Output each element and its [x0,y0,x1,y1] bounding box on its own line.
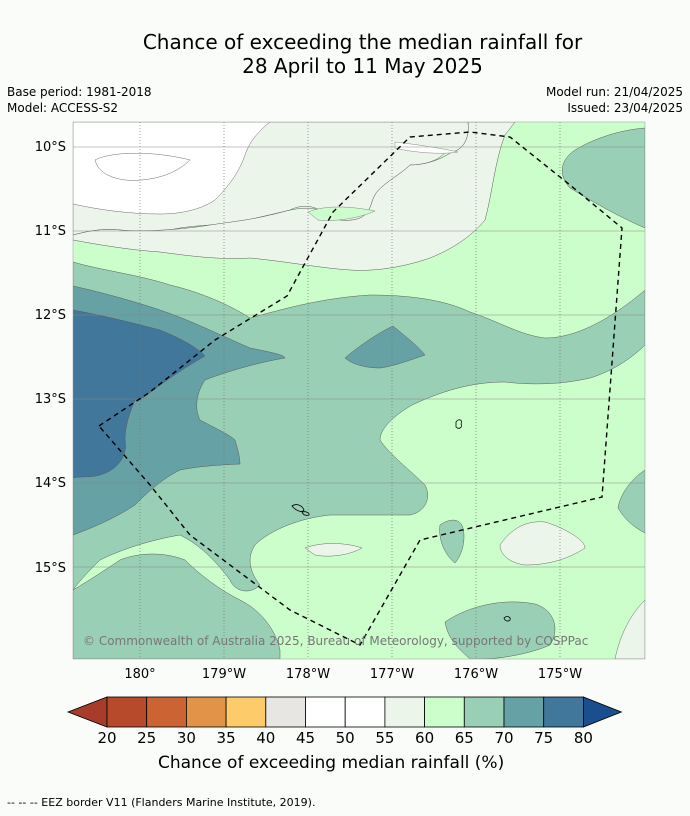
colorbar-bin [424,696,465,728]
colorbar-bin [106,696,148,728]
map-frame [72,121,646,660]
lon-label: 176°W [454,667,498,682]
zone-75-80 [73,309,206,479]
meridians [139,122,561,659]
lon-labels: 180° 179°W 178°W 177°W 176°W 175°W [124,667,582,682]
colorbar-tick-label: 20 [97,729,116,747]
zone-55-60-strip [394,141,459,154]
zone-65-70-lower [73,553,281,659]
colorbar-bin [463,696,505,728]
lon-label: 179°W [202,667,246,682]
colorbar-tick-label: 60 [415,729,434,747]
meta-right: Model run: 21/04/2025 Issued: 23/04/2025 [546,84,683,116]
model-name: Model: ACCESS-S2 [7,101,119,115]
islands [291,419,511,622]
colorbar-tick-label: 75 [534,729,553,747]
zone-65-70-patch-c [444,601,556,659]
colorbar-tick-label: 30 [177,729,196,747]
meta-left: Base period: 1981-2018 Model: ACCESS-S2 [7,84,152,116]
colorbar-bin [146,696,187,728]
lat-label: 10°S [35,140,66,155]
model-run: Model run: 21/04/2025 [545,85,683,99]
colorbar-tick-label: 80 [574,729,593,747]
copyright-text: © Commonwealth of Australia 2025, Bureau… [83,634,588,648]
colorbar [66,696,623,728]
colorbar-tick-label: 65 [455,729,474,747]
zone-55-60-patch-a [304,543,363,557]
colorbar-extend-high [583,696,623,728]
lat-label: 13°S [35,392,66,407]
colorbar-bin [265,696,306,728]
colorbar-tick-label: 25 [137,729,156,747]
title-line-2: 28 April to 11 May 2025 [242,54,483,78]
colorbar-tick-label: 70 [494,729,513,747]
colorbar-tick-label: 50 [336,729,355,747]
lat-labels: 10°S 11°S 12°S 13°S 14°S 15°S [35,140,66,576]
island-b [291,504,305,512]
colorbar-title: Chance of exceeding median rainfall (%) [158,753,505,773]
issued-date: Issued: 23/04/2025 [567,101,683,115]
colorbar-tick-label: 40 [256,729,275,747]
eez-footnote: -- -- -- EEZ border V11 (Flanders Marine… [7,796,316,809]
zone-50-55-small [94,153,191,181]
zone-55-60-patch-b [499,521,586,566]
colorbar-bin [384,696,425,728]
base-period: Base period: 1981-2018 [7,85,152,99]
colorbar-bin [185,696,227,728]
title-line-1: Chance of exceeding the median rainfall … [142,30,583,54]
colorbar-ticks: 20 25 30 35 40 45 50 55 60 65 70 75 80 [97,729,592,747]
zone-60-65-patch [307,206,376,221]
colorbar-bin [305,696,346,728]
lat-label: 11°S [35,224,66,239]
zone-65-70-right [562,127,645,229]
colorbar-tick-label: 55 [375,729,394,747]
colorbar-bin [503,696,545,728]
lat-label: 14°S [35,476,66,491]
lat-label: 12°S [35,308,66,323]
colorbar-tick-label: 45 [296,729,315,747]
zone-70-75-patch [344,325,426,369]
lat-label: 15°S [35,561,66,576]
zone-65-70-patch-a [439,519,465,564]
colorbar-extend-low [66,696,108,728]
lon-label: 175°W [538,667,582,682]
zone-65-70-patch-b [617,469,645,534]
gridlines [73,146,645,568]
lon-label: 180° [124,667,155,682]
island-d [503,616,511,622]
colorbar-bin [344,696,386,728]
island-a [455,419,462,429]
eez-border [97,131,623,646]
island-c [301,511,310,516]
lon-label: 178°W [286,667,330,682]
map-title: Chance of exceeding the median rainfall … [0,30,690,78]
colorbar-bin [543,696,584,728]
colorbar-bin [225,696,267,728]
colorbar-tick-label: 35 [217,729,236,747]
map-area [73,122,645,659]
lon-label: 177°W [370,667,414,682]
